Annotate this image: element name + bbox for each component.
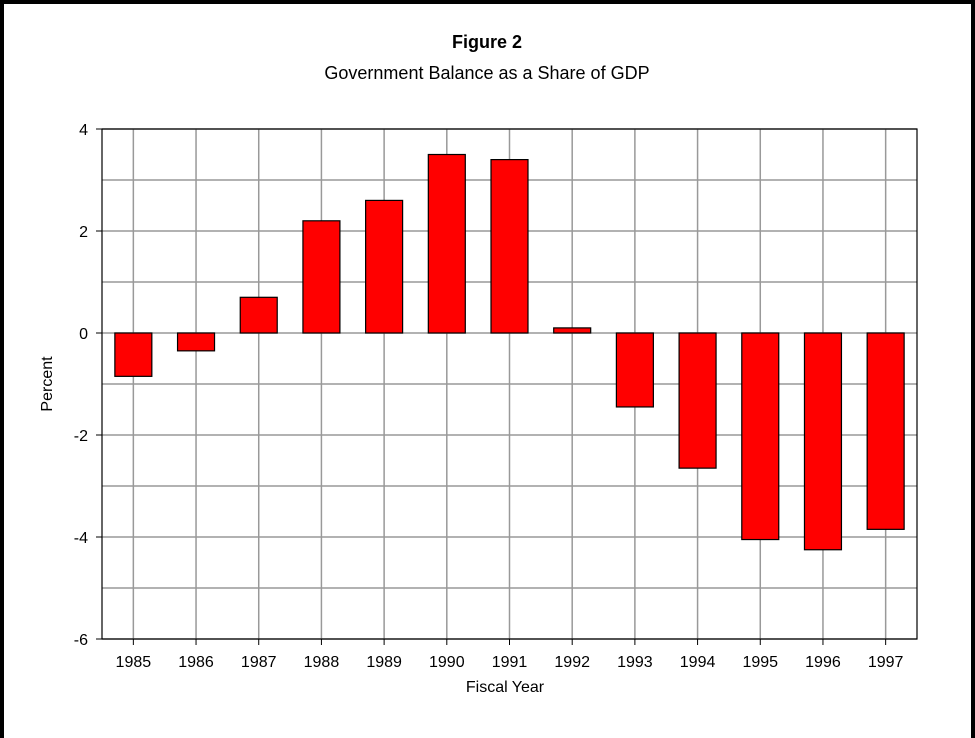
x-tick-label: 1993 bbox=[617, 654, 653, 671]
y-tick-label: 0 bbox=[79, 326, 88, 343]
y-tick-label: -6 bbox=[74, 632, 88, 649]
x-tick-label: 1994 bbox=[680, 654, 716, 671]
bar-1988 bbox=[302, 220, 341, 334]
x-tick-label: 1996 bbox=[805, 654, 841, 671]
y-axis-label: Percent bbox=[39, 356, 56, 412]
x-tick-label: 1995 bbox=[742, 654, 778, 671]
x-axis-label: Fiscal Year bbox=[466, 679, 545, 696]
chart-title: Figure 2 bbox=[452, 32, 522, 52]
x-tick-label: 1986 bbox=[178, 654, 214, 671]
bar-1994 bbox=[678, 332, 717, 469]
x-tick-label: 1987 bbox=[241, 654, 277, 671]
x-tick-label: 1985 bbox=[116, 654, 152, 671]
x-tick-labels: 1985 1986 1987 1988 1989 1990 1991 1992 1993 1994… bbox=[116, 639, 904, 671]
bar-1993 bbox=[615, 332, 654, 408]
bar-1991 bbox=[490, 159, 529, 334]
x-tick-label: 1991 bbox=[492, 654, 528, 671]
y-tick-labels: 4 2 0 -2 -4 -6 bbox=[74, 122, 102, 649]
bar-1990 bbox=[427, 153, 466, 334]
bar-1995 bbox=[741, 332, 780, 541]
x-tick-label: 1997 bbox=[868, 654, 904, 671]
bar-1997 bbox=[866, 332, 905, 530]
y-tick-label: 4 bbox=[79, 122, 88, 139]
bar-1986 bbox=[176, 332, 216, 352]
x-tick-label: 1988 bbox=[304, 654, 340, 671]
bar-1992 bbox=[553, 327, 592, 334]
y-tick-label: 2 bbox=[79, 224, 88, 241]
chart-subtitle: Government Balance as a Share of GDP bbox=[324, 63, 649, 83]
bars bbox=[114, 153, 905, 551]
bar-1996 bbox=[803, 332, 843, 551]
bar-1987 bbox=[239, 296, 278, 334]
x-tick-label: 1990 bbox=[429, 654, 465, 671]
y-tick-label: -4 bbox=[74, 530, 88, 547]
x-tick-label: 1992 bbox=[554, 654, 590, 671]
bar-1985 bbox=[114, 332, 153, 377]
y-tick-label: -2 bbox=[74, 428, 88, 445]
x-tick-label: 1989 bbox=[366, 654, 402, 671]
bar-1989 bbox=[365, 199, 404, 334]
